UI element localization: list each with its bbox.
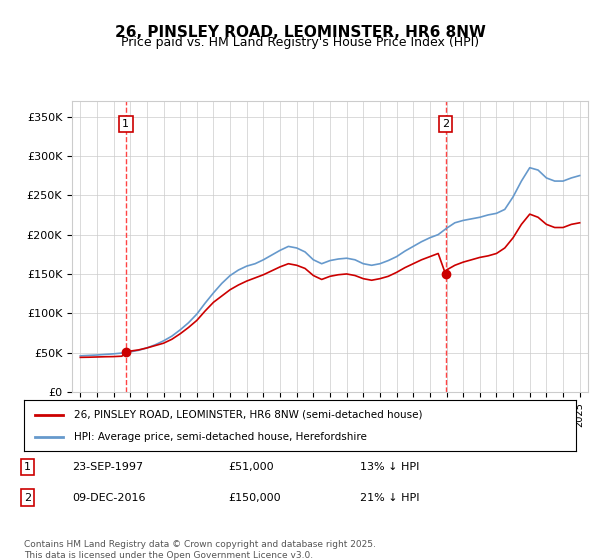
Text: 21% ↓ HPI: 21% ↓ HPI [360, 493, 419, 503]
Text: £150,000: £150,000 [228, 493, 281, 503]
Text: 13% ↓ HPI: 13% ↓ HPI [360, 462, 419, 472]
Text: 2: 2 [442, 119, 449, 129]
Text: 23-SEP-1997: 23-SEP-1997 [72, 462, 143, 472]
Text: 1: 1 [24, 462, 31, 472]
Text: 2: 2 [24, 493, 31, 503]
Text: £51,000: £51,000 [228, 462, 274, 472]
Text: 26, PINSLEY ROAD, LEOMINSTER, HR6 8NW: 26, PINSLEY ROAD, LEOMINSTER, HR6 8NW [115, 25, 485, 40]
Text: 1: 1 [122, 119, 129, 129]
Text: Contains HM Land Registry data © Crown copyright and database right 2025.
This d: Contains HM Land Registry data © Crown c… [24, 540, 376, 560]
Text: 09-DEC-2016: 09-DEC-2016 [72, 493, 146, 503]
Text: 26, PINSLEY ROAD, LEOMINSTER, HR6 8NW (semi-detached house): 26, PINSLEY ROAD, LEOMINSTER, HR6 8NW (s… [74, 409, 422, 419]
Text: Price paid vs. HM Land Registry's House Price Index (HPI): Price paid vs. HM Land Registry's House … [121, 36, 479, 49]
Text: HPI: Average price, semi-detached house, Herefordshire: HPI: Average price, semi-detached house,… [74, 432, 367, 442]
